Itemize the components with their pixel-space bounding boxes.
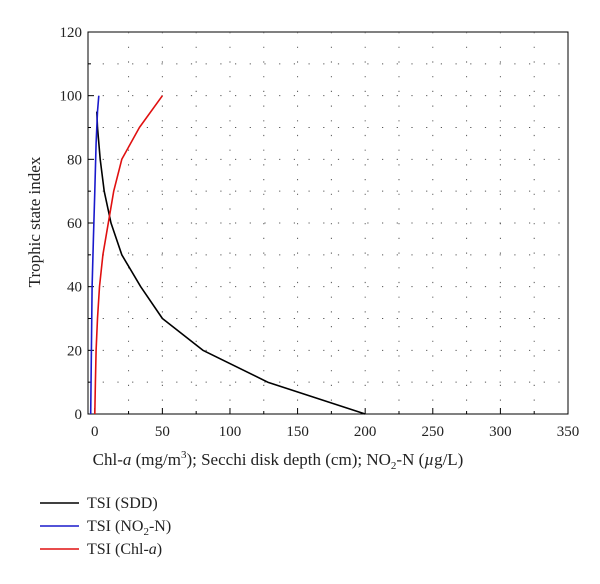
plot-area bbox=[87, 31, 569, 415]
y-tick-label: 40 bbox=[67, 280, 82, 296]
y-axis-title: Trophic state index bbox=[25, 156, 44, 287]
y-tick-label: 100 bbox=[60, 89, 83, 105]
x-axis-title: Chl-a (mg/m3); Secchi disk depth (cm); N… bbox=[93, 449, 464, 472]
legend: TSI (SDD) TSI (NO2-N) TSI (Chl-a) bbox=[40, 495, 171, 558]
x-tick-label: 200 bbox=[354, 424, 377, 440]
y-tick-label: 80 bbox=[67, 152, 82, 168]
grid bbox=[88, 32, 568, 414]
x-tick-label: 100 bbox=[219, 424, 242, 440]
legend-label-no2n: TSI (NO2-N) bbox=[87, 518, 171, 538]
y-tick-label: 0 bbox=[75, 407, 83, 423]
x-tick-label: 250 bbox=[422, 424, 445, 440]
series-line-0 bbox=[96, 111, 366, 415]
legend-label-chla: TSI (Chl-a) bbox=[87, 541, 162, 558]
x-tick-label: 50 bbox=[155, 424, 170, 440]
y-tick-label: 120 bbox=[60, 25, 83, 41]
legend-label-sdd: TSI (SDD) bbox=[87, 495, 158, 512]
series-lines bbox=[89, 95, 366, 415]
x-tick-label: 0 bbox=[91, 424, 99, 440]
plot-border bbox=[87, 31, 569, 415]
y-tick-label: 20 bbox=[67, 343, 82, 359]
x-tick-label: 150 bbox=[286, 424, 309, 440]
series-line-1 bbox=[89, 95, 100, 415]
x-tick-label: 350 bbox=[557, 424, 580, 440]
y-tick-label: 60 bbox=[67, 216, 82, 232]
x-axis-ticks: 0 50 100 150 200 250 300 350 bbox=[91, 408, 579, 440]
y-axis-ticks: 0 20 40 60 80 100 120 bbox=[60, 25, 94, 423]
series-line-2 bbox=[94, 95, 164, 415]
x-tick-label: 300 bbox=[489, 424, 512, 440]
